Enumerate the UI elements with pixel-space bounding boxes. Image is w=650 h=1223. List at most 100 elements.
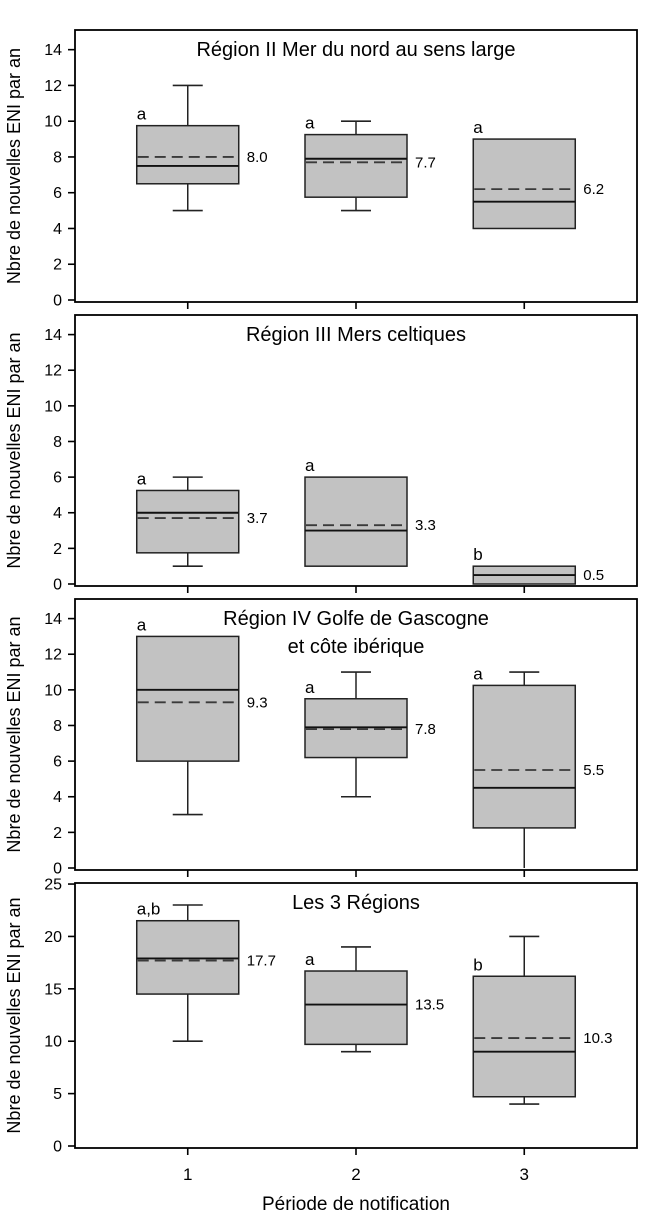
mean-value-label: 10.3 [583,1030,612,1047]
significance-letter: b [473,955,482,974]
y-axis-label: Nbre de nouvelles ENI par an [4,48,24,284]
iqr-box [472,975,577,1098]
y-tick-label: 12 [44,78,62,95]
mean-value-label: 6.2 [583,181,604,198]
mean-value-label: 5.5 [583,762,604,779]
significance-letter: a [305,950,315,969]
y-axis-label: Nbre de nouvelles ENI par an [4,897,24,1133]
panel-3: Nbre de nouvelles ENI par an 0 2 4 6 8 10 12 14 a… [4,598,638,878]
y-tick-label: 5 [53,1086,62,1103]
y-tick-label: 12 [44,647,62,664]
iqr-box [304,133,408,198]
box-group-period-3: a 5.5 [472,664,604,868]
box-group-period-2: a 7.8 [304,671,436,798]
panel-title: et côte ibérique [288,636,425,658]
mean-value-label: 7.8 [415,721,436,738]
significance-letter: a [305,678,315,697]
significance-letter: a [473,118,483,137]
mean-value-label: 8.0 [247,149,268,166]
panel-frame [74,598,638,871]
box-group-period-1: a 3.7 [135,469,268,567]
y-tick-label: 2 [53,825,62,842]
x-tick-label: 1 [183,1165,192,1184]
x-tick-label: 2 [351,1165,360,1184]
significance-letter: b [473,545,482,564]
panel-title: Les 3 Régions [292,892,420,914]
y-tick-label: 6 [53,185,62,202]
panel-frame [74,29,638,303]
mean-value-label: 3.3 [415,517,436,534]
y-tick-label: 8 [53,718,62,735]
y-tick-label: 0 [53,293,62,310]
iqr-box [472,684,577,829]
iqr-box [472,138,577,230]
mean-value-label: 7.7 [415,154,436,171]
box-group-period-2: a 7.7 [304,114,436,212]
box-group-period-1: a 9.3 [135,615,268,816]
y-axis-label: Nbre de nouvelles ENI par an [4,616,24,852]
mean-value-label: 0.5 [583,567,604,584]
panel-4: Nbre de nouvelles ENI par an 0 5 10 15 20 25 a,… [4,877,638,1156]
iqr-box [135,919,240,995]
iqr-box [304,476,408,567]
box-group-period-3: b 0.5 [472,545,604,585]
y-tick-label: 10 [44,1034,62,1051]
mean-value-label: 13.5 [415,997,444,1014]
significance-letter: a [137,105,147,124]
panel-2: Nbre de nouvelles ENI par an 0 2 4 6 8 10 12 14 a… [4,314,638,594]
mean-value-label: 3.7 [247,510,268,527]
y-tick-label: 14 [44,611,62,628]
iqr-box [135,489,240,554]
y-tick-label: 14 [44,42,62,59]
y-tick-label: 4 [53,789,62,806]
panel-1: Nbre de nouvelles ENI par an 0 2 4 6 8 10 12 14 a… [4,29,638,310]
y-tick-label: 4 [53,221,62,238]
y-tick-label: 15 [44,981,62,998]
significance-letter: a [137,615,147,634]
y-tick-label: 4 [53,505,62,522]
box-group-period-2: a 13.5 [304,946,444,1053]
y-tick-label: 25 [44,877,62,894]
panel-frame [74,882,638,1149]
significance-letter: a [473,664,483,683]
y-tick-label: 0 [53,1139,62,1156]
y-tick-label: 0 [53,861,62,878]
box-group-period-3: b 10.3 [472,935,612,1105]
significance-letter: a,b [137,900,161,919]
iqr-box [304,970,408,1046]
iqr-box [135,635,240,762]
mean-value-label: 17.7 [247,953,276,970]
panel-frame [74,314,638,587]
y-tick-label: 14 [44,327,62,344]
y-axis-label: Nbre de nouvelles ENI par an [4,332,24,568]
significance-letter: a [305,114,315,133]
y-tick-label: 6 [53,470,62,487]
y-tick-label: 10 [44,682,62,699]
y-tick-label: 6 [53,754,62,771]
y-tick-label: 8 [53,434,62,451]
x-tick-label: 3 [520,1165,529,1184]
box-group-period-3: a 6.2 [472,118,604,230]
y-tick-label: 8 [53,149,62,166]
box-group-period-1: a,b 17.7 [135,900,276,1043]
y-tick-label: 0 [53,577,62,594]
significance-letter: a [137,469,147,488]
panel-title: Région III Mers celtiques [246,324,466,346]
x-axis-title: Période de notification [262,1194,450,1215]
y-tick-label: 12 [44,363,62,380]
y-tick-label: 2 [53,541,62,558]
panel-title: Région II Mer du nord au sens large [196,39,515,61]
box-group-period-2: a 3.3 [304,456,436,567]
y-tick-label: 10 [44,398,62,415]
panel-title: Région IV Golfe de Gascogne [223,608,489,630]
box-group-period-1: a 8.0 [135,84,268,212]
iqr-box [135,124,240,185]
significance-letter: a [305,456,315,475]
y-tick-label: 20 [44,929,62,946]
y-tick-label: 10 [44,114,62,131]
y-tick-label: 2 [53,257,62,274]
x-axis-labels: 1 2 3 Période de notification [183,1165,529,1215]
mean-value-label: 9.3 [247,694,268,711]
